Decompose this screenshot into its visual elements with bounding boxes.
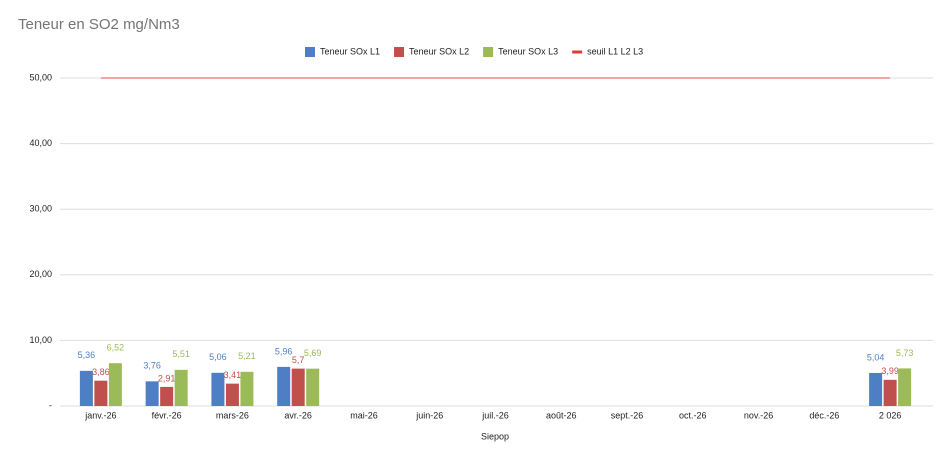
x-tick-label: févr.-26 <box>152 410 182 420</box>
bar <box>291 368 305 406</box>
data-label: 2,91 <box>158 373 176 383</box>
y-tick-label: 30,00 <box>29 204 52 214</box>
bar <box>898 368 912 406</box>
y-tick-label: 50,00 <box>29 72 52 82</box>
bar <box>277 366 291 406</box>
x-tick-label: sept.-26 <box>611 410 644 420</box>
data-label: 3,99 <box>881 366 899 376</box>
x-tick-label: mars-26 <box>216 410 249 420</box>
legend-swatch <box>483 47 494 57</box>
bar <box>160 386 174 406</box>
bar <box>211 372 225 406</box>
bar <box>94 380 108 406</box>
y-tick-label: - <box>49 400 52 410</box>
data-label: 5,06 <box>209 352 227 362</box>
bar <box>869 372 883 406</box>
x-tick-label: août-26 <box>546 410 577 420</box>
data-label: 5,96 <box>275 346 293 356</box>
x-tick-label: juil.-26 <box>481 410 509 420</box>
data-label: 5,21 <box>238 351 256 361</box>
legend-swatch <box>572 50 583 54</box>
legend-swatch <box>305 47 315 57</box>
legend-label: Teneur SOx L2 <box>409 46 469 56</box>
bar <box>306 368 320 406</box>
x-tick-label: juin-26 <box>415 410 443 420</box>
y-tick-label: 20,00 <box>29 269 52 279</box>
bar <box>79 370 93 406</box>
data-label: 5,7 <box>292 355 305 365</box>
x-tick-label: 2 026 <box>879 410 902 420</box>
x-tick-label: oct.-26 <box>679 410 707 420</box>
data-label: 5,69 <box>304 348 322 358</box>
x-tick-label: déc.-26 <box>809 410 839 420</box>
bar <box>145 381 159 406</box>
data-label: 5,04 <box>867 352 885 362</box>
bar <box>883 379 897 406</box>
x-tick-label: nov.-26 <box>744 410 773 420</box>
data-label: 3,76 <box>143 361 161 371</box>
data-label: 6,52 <box>107 343 125 353</box>
data-label: 5,36 <box>78 350 96 360</box>
chart-title: Teneur en SO2 mg/Nm3 <box>18 16 180 33</box>
data-label: 5,73 <box>896 348 914 358</box>
x-tick-label: janv.-26 <box>84 410 116 420</box>
bar <box>174 369 188 406</box>
data-label: 3,41 <box>224 370 242 380</box>
legend-label: seuil L1 L2 L3 <box>587 46 643 56</box>
x-tick-label: avr.-26 <box>284 410 312 420</box>
bar <box>240 371 254 406</box>
x-axis-label: Siepop <box>481 431 509 441</box>
legend-label: Teneur SOx L1 <box>320 46 380 56</box>
x-tick-label: mai-26 <box>350 410 378 420</box>
legend-label: Teneur SOx L3 <box>498 46 558 56</box>
bar <box>108 363 122 406</box>
y-tick-label: 10,00 <box>29 335 52 345</box>
legend-swatch <box>394 47 405 57</box>
data-label: 5,51 <box>172 349 190 359</box>
data-label: 3,86 <box>92 367 110 377</box>
y-tick-label: 40,00 <box>29 138 52 148</box>
bar <box>225 383 239 406</box>
